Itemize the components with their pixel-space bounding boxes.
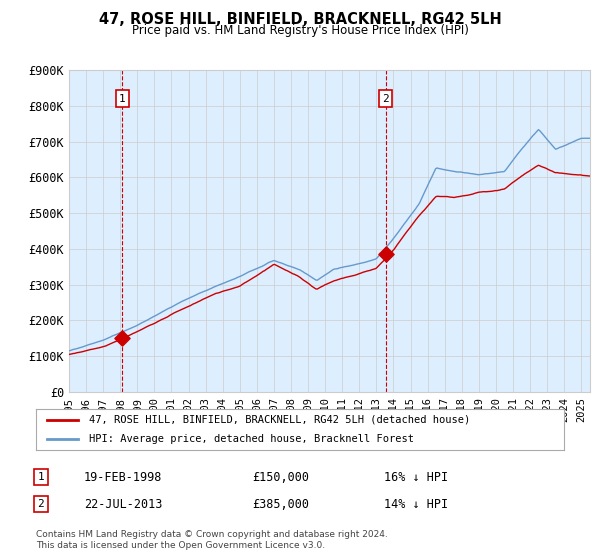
Text: 47, ROSE HILL, BINFIELD, BRACKNELL, RG42 5LH (detached house): 47, ROSE HILL, BINFIELD, BRACKNELL, RG42… [89,415,470,425]
Text: 2: 2 [37,499,44,509]
Text: £150,000: £150,000 [252,470,309,484]
Text: 16% ↓ HPI: 16% ↓ HPI [384,470,448,484]
Text: 47, ROSE HILL, BINFIELD, BRACKNELL, RG42 5LH: 47, ROSE HILL, BINFIELD, BRACKNELL, RG42… [98,12,502,27]
Point [381,250,391,259]
Text: Price paid vs. HM Land Registry's House Price Index (HPI): Price paid vs. HM Land Registry's House … [131,24,469,37]
Text: 1: 1 [37,472,44,482]
Text: Contains HM Land Registry data © Crown copyright and database right 2024.
This d: Contains HM Land Registry data © Crown c… [36,530,388,550]
Text: HPI: Average price, detached house, Bracknell Forest: HPI: Average price, detached house, Brac… [89,433,414,444]
Point [118,334,127,343]
Text: £385,000: £385,000 [252,497,309,511]
Text: 2: 2 [382,94,389,104]
Text: 1: 1 [119,94,126,104]
Text: 22-JUL-2013: 22-JUL-2013 [84,497,163,511]
Text: 14% ↓ HPI: 14% ↓ HPI [384,497,448,511]
Text: 19-FEB-1998: 19-FEB-1998 [84,470,163,484]
